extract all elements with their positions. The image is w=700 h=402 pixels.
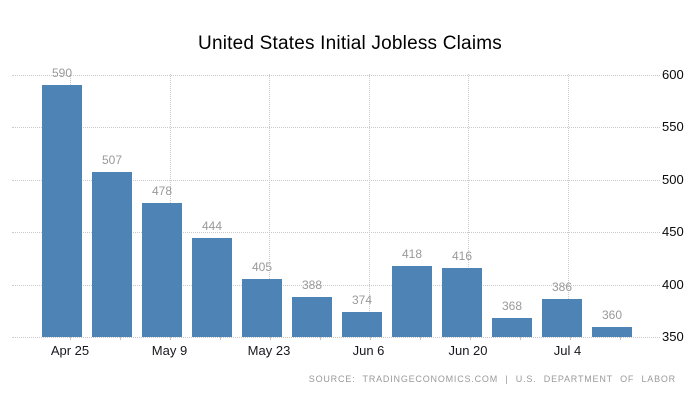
y-tick-label: 400 [662,276,684,292]
x-minor-tick [420,337,421,340]
x-tick-label: May 9 [151,343,188,358]
bar-value-label: 478 [151,183,173,198]
bar-value-label: 374 [351,292,373,307]
x-minor-tick [170,337,171,340]
x-gridline [269,74,270,337]
bar[interactable] [92,172,132,337]
bar[interactable] [592,326,632,337]
bar[interactable] [292,297,332,337]
bar[interactable] [242,279,282,337]
x-minor-tick [270,337,271,340]
bar[interactable] [42,85,82,337]
y-tick-label: 500 [662,171,684,187]
x-minor-tick [70,337,71,340]
source-note: SOURCE: TRADINGECONOMICS.COM | U.S. DEPA… [308,374,676,384]
y-gridline [12,337,660,338]
bar[interactable] [392,265,432,337]
x-minor-tick [320,337,321,340]
bar[interactable] [192,238,232,337]
x-minor-tick [620,337,621,340]
y-tick-label: 450 [662,224,684,239]
bar-value-label: 386 [551,280,573,295]
bar-value-label: 360 [601,307,623,322]
y-gridline [12,179,660,181]
y-tick-label: 550 [662,119,684,134]
x-minor-tick [470,337,471,340]
y-gridline [12,232,660,233]
bar-value-label: 507 [101,153,123,168]
y-gridline [12,127,660,128]
bar-value-label: 444 [201,219,223,234]
bar-value-label: 418 [401,246,423,261]
x-tick-label: Jul 4 [553,343,582,358]
x-tick-label: May 23 [247,343,291,358]
x-gridline [368,74,370,337]
x-tick-label: Jun 6 [352,343,385,358]
bar-value-label: 388 [301,278,323,293]
bar[interactable] [542,299,582,337]
bar[interactable] [492,318,532,337]
bar[interactable] [442,267,482,337]
x-minor-tick [120,337,121,340]
y-gridline [12,284,660,286]
bar-value-label: 368 [501,299,523,314]
x-gridline [468,74,469,337]
x-tick-label: Apr 25 [50,343,90,358]
bar-value-label: 405 [251,260,273,275]
bar[interactable] [142,202,182,337]
x-minor-tick [570,337,571,340]
y-tick-label: 350 [662,329,684,344]
x-minor-tick [370,337,371,340]
x-minor-tick [520,337,521,340]
bar-value-label: 590 [51,66,73,80]
bar[interactable] [342,311,382,337]
x-tick-label: Jun 20 [448,343,488,358]
x-gridline [567,74,569,337]
x-minor-tick [220,337,221,340]
chart-title: United States Initial Jobless Claims [198,33,502,54]
bar-value-label: 416 [451,248,473,263]
y-tick-label: 600 [662,66,684,82]
y-gridline [12,74,660,76]
